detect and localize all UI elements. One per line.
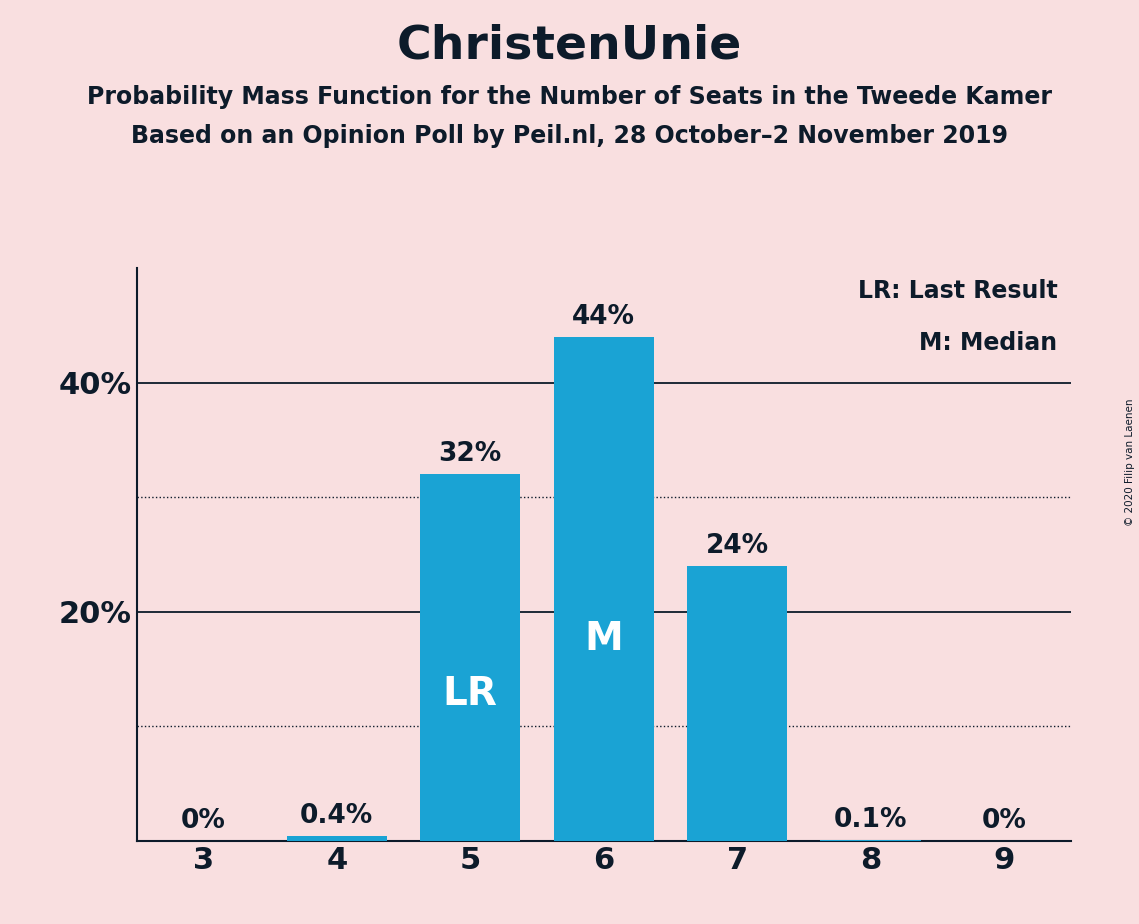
- Text: M: Median: M: Median: [919, 331, 1057, 355]
- Bar: [420, 474, 521, 841]
- Bar: [820, 840, 920, 841]
- Text: 24%: 24%: [705, 533, 769, 559]
- Text: M: M: [584, 620, 623, 658]
- Text: 0%: 0%: [181, 808, 226, 834]
- Text: ChristenUnie: ChristenUnie: [396, 23, 743, 68]
- Text: 0.1%: 0.1%: [834, 807, 908, 833]
- Bar: [287, 836, 387, 841]
- Text: 0%: 0%: [982, 808, 1026, 834]
- Text: 0.4%: 0.4%: [301, 803, 374, 830]
- Text: © 2020 Filip van Laenen: © 2020 Filip van Laenen: [1125, 398, 1134, 526]
- Text: 44%: 44%: [572, 304, 636, 330]
- Text: 32%: 32%: [439, 442, 502, 468]
- Bar: [687, 565, 787, 841]
- Text: Based on an Opinion Poll by Peil.nl, 28 October–2 November 2019: Based on an Opinion Poll by Peil.nl, 28 …: [131, 124, 1008, 148]
- Bar: [554, 336, 654, 841]
- Text: LR: Last Result: LR: Last Result: [858, 279, 1057, 303]
- Text: Probability Mass Function for the Number of Seats in the Tweede Kamer: Probability Mass Function for the Number…: [87, 85, 1052, 109]
- Text: LR: LR: [443, 675, 498, 713]
